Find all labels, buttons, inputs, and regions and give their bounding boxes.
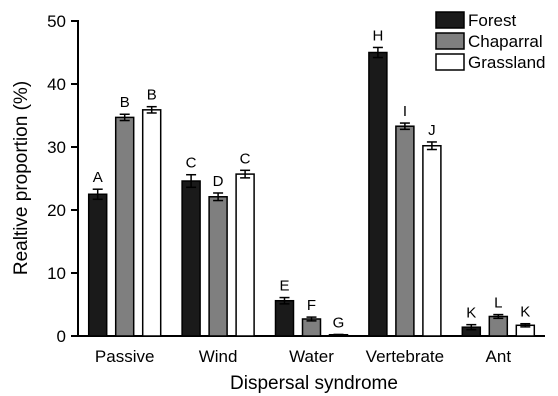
- legend-swatch: [435, 53, 465, 71]
- y-tick-label: 10: [47, 264, 66, 283]
- legend-swatch: [435, 32, 465, 50]
- x-tick-label: Ant: [486, 347, 512, 366]
- significance-letter: D: [213, 173, 224, 190]
- bar: [395, 125, 415, 337]
- x-axis-title: Dispersal syndrome: [230, 373, 398, 394]
- significance-letter: K: [520, 304, 530, 321]
- significance-letters: A B B CDC E FG H I J K L K: [93, 27, 531, 331]
- legend-swatch: [435, 11, 465, 29]
- bar: [181, 180, 201, 337]
- significance-letter: B: [147, 87, 157, 104]
- bar: [488, 315, 509, 337]
- y-tick-label: 30: [47, 138, 66, 157]
- x-tick-label: Wind: [199, 347, 238, 366]
- significance-letter: F: [307, 297, 316, 314]
- bars: [87, 46, 536, 337]
- y-tick-label: 50: [47, 12, 66, 31]
- x-tick-label: Water: [289, 347, 334, 366]
- y-axis-title: Realtive proportion (%): [11, 81, 32, 275]
- y-tick-label: 0: [57, 327, 66, 346]
- x-tick-label: Vertebrate: [366, 347, 444, 366]
- legend-label: Forest: [468, 11, 516, 30]
- bar: [208, 196, 228, 337]
- significance-letter: G: [333, 314, 345, 331]
- legend-label: Chaparral: [468, 32, 543, 51]
- y-tick-label: 20: [47, 201, 66, 220]
- ticks: 0 10 20 30 40 50 Passive Wind Water Vertebrate Ant: [47, 12, 511, 366]
- bar: [141, 109, 162, 337]
- bar: [368, 51, 388, 337]
- significance-letter: E: [279, 278, 289, 295]
- significance-letter: L: [494, 295, 502, 312]
- significance-letter: I: [403, 103, 407, 120]
- significance-letter: A: [93, 169, 103, 186]
- bar: [274, 299, 295, 337]
- x-tick-label: Passive: [95, 347, 155, 366]
- bar: [235, 173, 255, 337]
- bar: [114, 116, 135, 337]
- significance-letter: C: [240, 150, 251, 167]
- legend-label: Grassland: [468, 53, 545, 72]
- significance-letter: K: [466, 305, 476, 322]
- legend: Forest Chaparral Grassland: [435, 11, 545, 72]
- y-tick-label: 40: [47, 75, 66, 94]
- significance-letter: C: [186, 155, 197, 172]
- significance-letter: J: [428, 122, 436, 139]
- significance-letter: H: [372, 27, 383, 44]
- significance-letter: B: [120, 94, 130, 111]
- bar: [422, 144, 442, 337]
- bar: [87, 193, 108, 337]
